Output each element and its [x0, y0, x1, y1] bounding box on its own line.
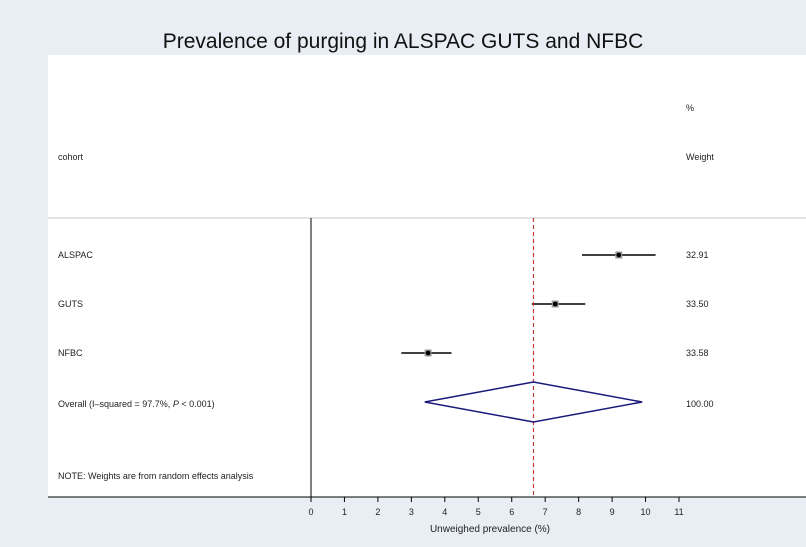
note-text: NOTE: Weights are from random effects an… — [58, 471, 254, 481]
x-tick-label: 10 — [641, 507, 651, 517]
study-weight: 33.58 — [686, 348, 709, 358]
header-weight: Weight — [686, 152, 714, 162]
x-tick-label: 9 — [610, 507, 615, 517]
header-study: cohort — [58, 152, 84, 162]
rows-layer: ALSPAC 32.91 GUTS 33.50 NFBC 33.58 — [58, 250, 709, 358]
study-label: ALSPAC — [58, 250, 93, 260]
overall-label: Overall (I–squared = 97.7%, P < 0.001) — [58, 399, 215, 409]
study-label: NFBC — [58, 348, 83, 358]
study-label: GUTS — [58, 299, 83, 309]
study-row-guts: GUTS 33.50 — [58, 299, 709, 309]
x-tick-label: 11 — [674, 507, 683, 517]
x-tick-label: 3 — [409, 507, 414, 517]
point-estimate — [425, 350, 431, 356]
chart-title: Prevalence of purging in ALSPAC GUTS and… — [162, 30, 644, 53]
study-weight: 33.50 — [686, 299, 709, 309]
overall-diamond — [424, 381, 643, 423]
x-tick-label: 4 — [442, 507, 447, 517]
study-row-alspac: ALSPAC 32.91 — [58, 250, 709, 260]
point-estimate — [616, 252, 622, 258]
x-ticks: 0 1 2 3 4 5 6 7 8 9 10 11 — [308, 497, 684, 517]
x-tick-label: 7 — [543, 507, 548, 517]
header-weight-pct: % — [686, 103, 694, 113]
x-tick-label: 2 — [375, 507, 380, 517]
x-tick-label: 1 — [342, 507, 347, 517]
study-row-nfbc: NFBC 33.58 — [58, 348, 709, 358]
x-tick-label: 8 — [576, 507, 581, 517]
x-tick-label: 6 — [509, 507, 514, 517]
study-weight: 32.91 — [686, 250, 709, 260]
plot-panel — [48, 55, 806, 497]
x-tick-label: 0 — [308, 507, 313, 517]
x-axis-label: Unweighed prevalence (%) — [430, 524, 550, 535]
x-tick-label: 5 — [476, 507, 481, 517]
overall-weight: 100.00 — [686, 399, 714, 409]
point-estimate — [552, 301, 558, 307]
